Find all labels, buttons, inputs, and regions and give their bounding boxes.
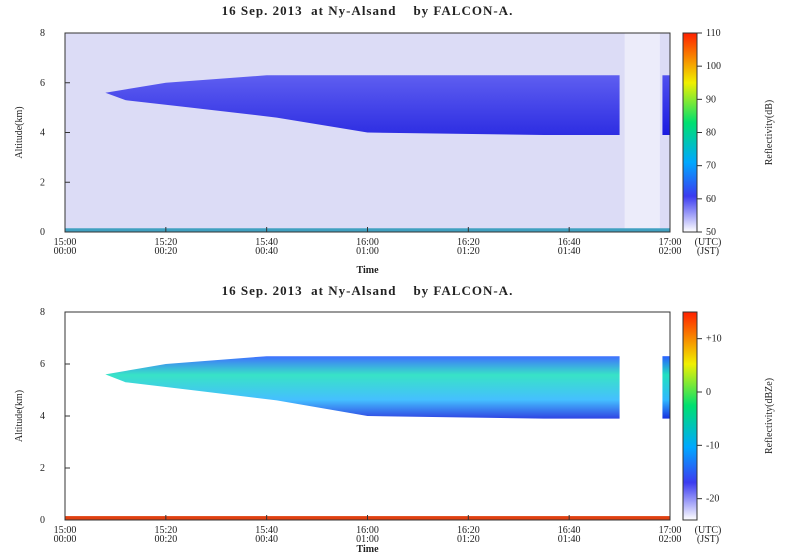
x-tick-label-jst: 00:20 — [154, 246, 177, 257]
x-tick-label-jst: 02:00 — [659, 534, 682, 545]
y-axis-title: Altitude(km) — [14, 390, 25, 442]
y-tick-label: 8 — [40, 307, 45, 318]
colorbar-tick-label: -20 — [706, 494, 719, 505]
y-tick-label: 6 — [40, 359, 45, 370]
x-tick-label-jst: 02:00 — [659, 246, 682, 257]
colorbar-tick-label: 80 — [706, 128, 716, 139]
colorbar — [683, 312, 697, 520]
x-tick-label-jst: 01:20 — [457, 246, 480, 257]
colorbar-tick-label: +10 — [706, 334, 722, 345]
x-axis-title: Time — [356, 265, 379, 276]
x-tick-label-jst: 01:40 — [558, 246, 581, 257]
colorbar-tick-label: 70 — [706, 161, 716, 172]
y-tick-label: 4 — [40, 411, 45, 422]
x-tick-label-jst: 01:20 — [457, 534, 480, 545]
chart-title: 16 Sep. 2013 at Ny-Alsand by FALCON-A. — [222, 283, 514, 298]
y-tick-label: 0 — [40, 515, 45, 526]
x-tick-label-jst: 01:40 — [558, 534, 581, 545]
y-tick-label: 0 — [40, 227, 45, 238]
y-axis-title: Altitude(km) — [14, 106, 25, 158]
colorbar-tick-label: 0 — [706, 387, 711, 398]
y-tick-label: 4 — [40, 128, 45, 139]
missing-band — [625, 33, 660, 232]
y-tick-label: 2 — [40, 177, 45, 188]
x-tick-label-jst: 01:00 — [356, 246, 379, 257]
figure: 16 Sep. 2013 at Ny-Alsand by FALCON-A.02… — [0, 0, 788, 554]
colorbar-tick-label: 50 — [706, 227, 716, 238]
x-tick-label-jst: 00:40 — [255, 246, 278, 257]
colorbar-tick-label: -10 — [706, 440, 719, 451]
colorbar-tick-label: 100 — [706, 61, 721, 72]
colorbar-tick-label: 90 — [706, 94, 716, 105]
chart-title: 16 Sep. 2013 at Ny-Alsand by FALCON-A. — [222, 3, 514, 18]
y-tick-label: 2 — [40, 463, 45, 474]
echo-region — [662, 75, 670, 135]
colorbar-label: Reflectivity(dB) — [764, 100, 775, 166]
colorbar-tick-label: 110 — [706, 28, 721, 39]
x-tick-label-jst: 00:00 — [54, 534, 77, 545]
echo-region — [662, 356, 670, 418]
colorbar — [683, 33, 697, 232]
x-tick-label-jst: 00:20 — [154, 534, 177, 545]
x-tick-label-jst: 00:00 — [54, 246, 77, 257]
x-axis-title: Time — [356, 544, 379, 554]
x-unit-jst: (JST) — [697, 246, 719, 257]
y-tick-label: 6 — [40, 78, 45, 89]
x-unit-jst: (JST) — [697, 534, 719, 545]
y-tick-label: 8 — [40, 28, 45, 39]
x-tick-label-jst: 00:40 — [255, 534, 278, 545]
colorbar-tick-label: 60 — [706, 194, 716, 205]
colorbar-label: Reflectivity(dBZe) — [764, 378, 775, 454]
